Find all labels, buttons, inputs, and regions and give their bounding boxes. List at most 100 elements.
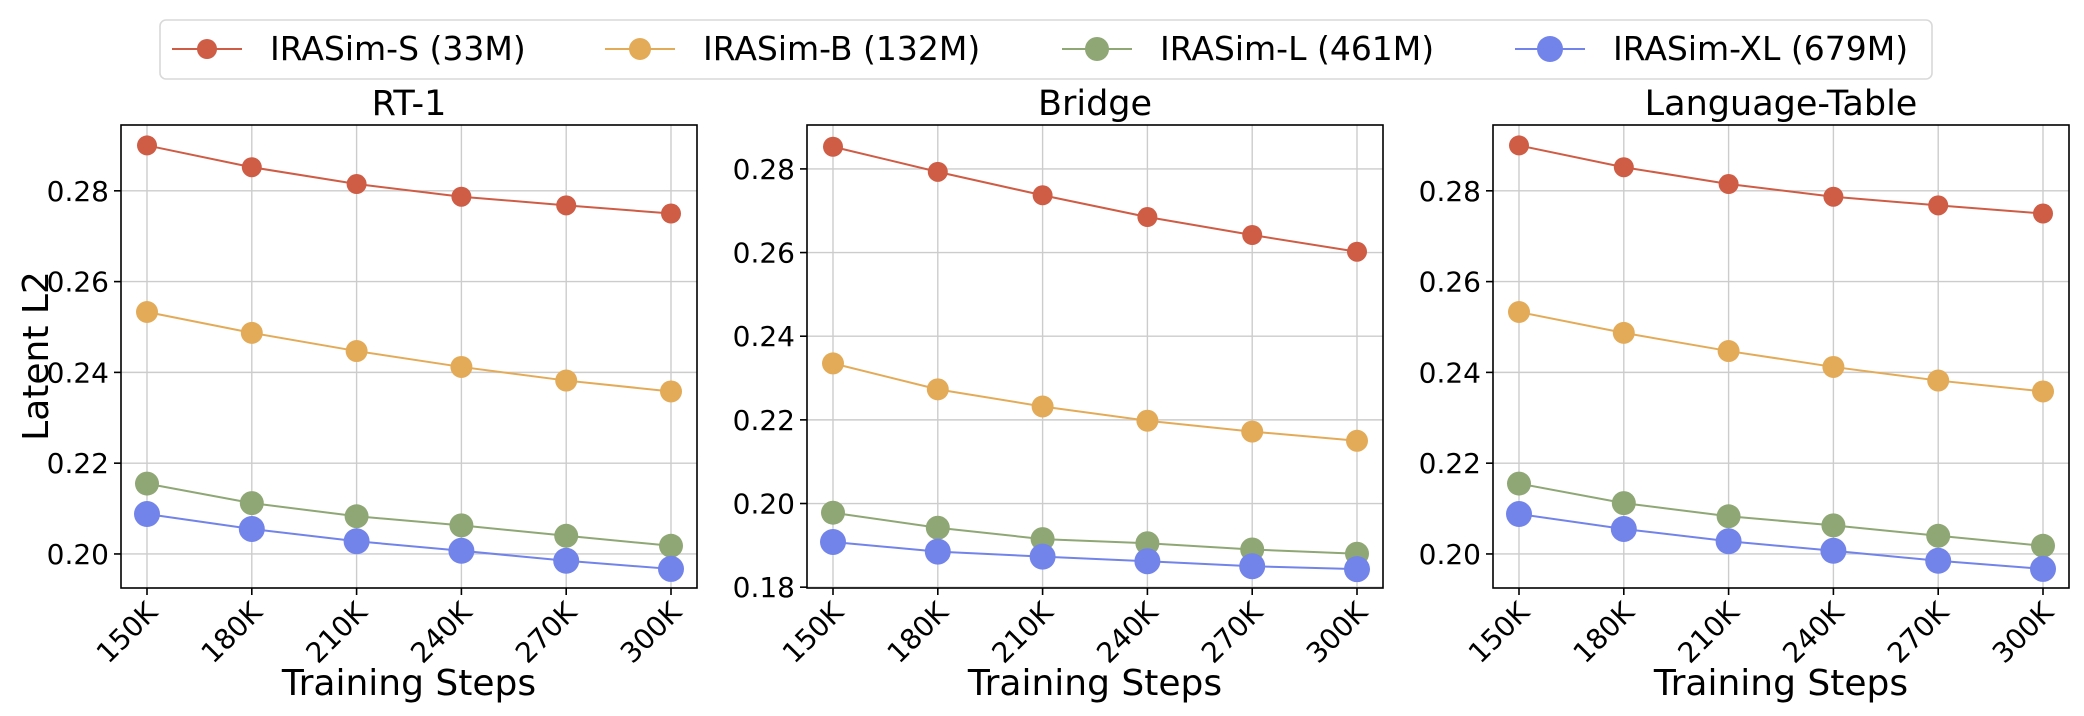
series-line [146,144,672,215]
data-point [238,515,265,542]
data-point [1928,195,1949,216]
series-irasim-b-132m [136,301,682,403]
x-tick-label: 150K [776,595,851,670]
x-axis-label: Training Steps [281,663,536,704]
x-tick-label: 270K [1195,595,1270,670]
chart-panel-bridge: 0.18 0.20 0.22 0.24 0.26 0.28 150K 180K 210K 240K… [733,84,1384,704]
data-point [1927,369,1950,392]
y-tick-label: 0.20 [1419,538,1481,571]
data-point [448,537,475,564]
series-line [832,145,1358,253]
series-line [1518,482,2044,547]
series-irasim-s-33m [823,136,1367,262]
data-point [346,174,367,195]
legend-box [159,19,1933,80]
y-tick-label: 0.20 [733,488,795,521]
data-point [137,135,157,156]
legend-label: IRASim-B (132M) [703,29,980,68]
data-point [1137,207,1158,228]
data-point [241,157,262,178]
data-point [135,471,159,496]
series-irasim-l-461m [135,471,683,558]
series-irasim-xl-679m [134,501,684,582]
data-point [1820,537,1847,564]
data-point [1032,185,1053,206]
grid [121,125,697,588]
y-tick-label: 0.26 [1419,266,1481,299]
series-line [146,513,672,570]
data-point [239,491,264,516]
series-line [146,482,672,547]
y-tick-label: 0.24 [1419,356,1481,389]
data-point [1611,491,1636,516]
x-tick-label: 300K [1300,595,1375,670]
data-point [344,504,369,529]
data-point [556,195,577,216]
data-point [553,547,580,574]
data-point [2030,555,2056,582]
data-point [555,369,578,392]
x-tick-label: 210K [1671,595,1746,670]
legend-item-irasim-b-132m: IRASim-B (132M) [605,29,980,68]
legend-item-irasim-l-461m: IRASim-L (461M) [1062,29,1434,68]
data-point [820,528,846,555]
series-line [1518,513,2044,570]
legend-label: IRASim-S (33M) [270,29,526,68]
grid [807,125,1383,588]
chart-title: RT-1 [372,84,447,124]
series-irasim-l-461m [1507,471,2055,558]
legend-label: IRASim-L (461M) [1160,29,1434,68]
chart-panel-rt-1: 0.20 0.22 0.24 0.26 0.28 150K 180K 210K 240K 270K… [47,84,698,704]
y-tick-label: 0.24 [733,320,795,353]
y-tick-label: 0.26 [47,266,109,299]
data-point [1508,301,1530,324]
x-tick-label: 300K [1986,595,2061,670]
x-tick-label: 210K [299,595,374,670]
data-point [1610,515,1637,542]
data-point [658,555,684,582]
series-line [832,362,1358,442]
data-point [1823,186,1844,207]
series-irasim-s-33m [137,135,681,224]
x-tick-label: 180K [881,595,956,670]
data-point [1241,420,1264,443]
x-tick-label: 240K [1090,595,1165,670]
series-line [1518,311,2044,393]
plot-frame [806,124,1384,589]
data-point [659,533,683,558]
legend-marker [1085,37,1109,61]
y-tick-label: 0.28 [733,153,795,186]
data-point [660,380,682,403]
data-point [927,161,948,182]
x-axis-label: Training Steps [1653,663,1908,704]
series-line [832,540,1358,571]
data-point [450,355,473,378]
series-irasim-s-33m [1509,135,2053,224]
data-point [822,352,844,375]
data-point [1029,543,1056,570]
data-point [554,523,579,548]
chart-title: Language-Table [1645,84,1918,124]
data-point [1718,174,1739,195]
data-point [240,321,263,344]
data-point [134,501,160,528]
legend-item-irasim-xl-679m: IRASim-XL (679M) [1515,29,1908,68]
x-tick-label: 240K [1776,595,1851,670]
chart-panel-language-table: 0.20 0.22 0.24 0.26 0.28 150K 180K 210K 240K 270K… [1419,84,2070,704]
y-tick-label: 0.18 [733,571,795,604]
data-point [1136,409,1159,432]
data-point [1239,553,1266,580]
data-point [1613,157,1634,178]
y-tick-label: 0.24 [47,356,109,389]
legend-marker [629,38,651,60]
data-point [1612,321,1635,344]
x-tick-label: 270K [509,595,584,670]
data-point [926,378,949,401]
x-tick-label: 180K [1567,595,1642,670]
series-irasim-b-132m [822,352,1368,452]
data-point [345,340,368,363]
x-axis-label: Training Steps [967,663,1222,704]
series-irasim-xl-679m [820,528,1370,583]
data-point [1925,547,1952,574]
